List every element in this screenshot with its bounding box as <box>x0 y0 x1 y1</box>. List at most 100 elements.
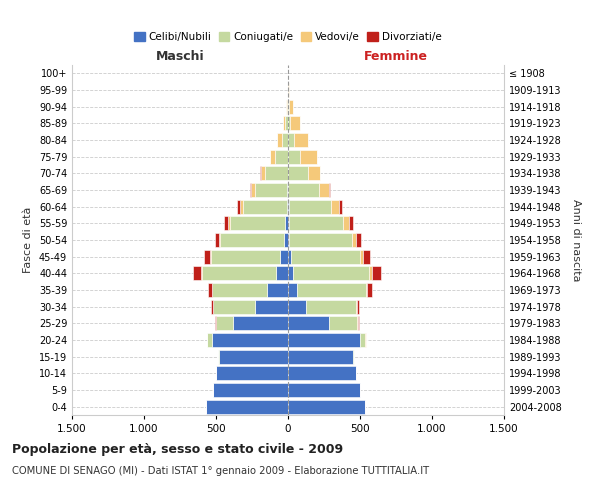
Bar <box>367 283 372 297</box>
Bar <box>343 216 349 230</box>
Bar <box>366 283 367 297</box>
Bar <box>331 200 339 214</box>
Bar <box>289 216 343 230</box>
Bar <box>288 383 360 397</box>
Bar <box>281 133 288 147</box>
Bar <box>220 233 284 247</box>
Bar <box>288 266 293 280</box>
Bar <box>371 266 380 280</box>
Bar <box>243 200 287 214</box>
Bar <box>224 216 227 230</box>
Bar <box>290 116 299 130</box>
Bar <box>233 316 288 330</box>
Bar <box>215 233 218 247</box>
Bar <box>213 383 288 397</box>
Bar <box>288 166 308 180</box>
Bar <box>212 333 288 347</box>
Bar <box>286 216 288 230</box>
Bar <box>288 350 353 364</box>
Bar <box>287 200 288 214</box>
Bar <box>280 250 288 264</box>
Bar <box>212 283 267 297</box>
Bar <box>288 83 289 97</box>
Bar <box>286 116 288 130</box>
Bar <box>201 266 202 280</box>
Bar <box>356 233 361 247</box>
Bar <box>267 283 288 297</box>
Bar <box>289 200 331 214</box>
Bar <box>364 250 370 264</box>
Bar <box>357 300 359 314</box>
Bar <box>288 183 319 197</box>
Bar <box>270 150 275 164</box>
Bar <box>370 266 371 280</box>
Bar <box>319 183 329 197</box>
Bar <box>288 366 356 380</box>
Text: Popolazione per età, sesso e stato civile - 2009: Popolazione per età, sesso e stato civil… <box>12 442 343 456</box>
Bar <box>288 216 289 230</box>
Bar <box>219 350 288 364</box>
Bar <box>329 316 357 330</box>
Bar <box>284 233 288 247</box>
Bar <box>308 166 320 180</box>
Bar <box>208 283 212 297</box>
Bar <box>283 116 286 130</box>
Bar <box>210 250 211 264</box>
Bar <box>288 283 298 297</box>
Bar <box>238 200 240 214</box>
Bar <box>356 300 357 314</box>
Bar <box>288 233 289 247</box>
Bar <box>205 250 210 264</box>
Bar <box>349 216 353 230</box>
Bar <box>255 183 287 197</box>
Bar <box>291 250 360 264</box>
Bar <box>286 100 287 114</box>
Bar <box>193 266 201 280</box>
Bar <box>358 316 359 330</box>
Bar <box>306 300 356 314</box>
Y-axis label: Anni di nascita: Anni di nascita <box>571 198 581 281</box>
Bar <box>360 250 364 264</box>
Bar <box>289 100 293 114</box>
Bar <box>339 200 341 214</box>
Text: COMUNE DI SENAGO (MI) - Dati ISTAT 1° gennaio 2009 - Elaborazione TUTTITALIA.IT: COMUNE DI SENAGO (MI) - Dati ISTAT 1° ge… <box>12 466 429 476</box>
Bar <box>216 316 233 330</box>
Bar <box>288 400 365 414</box>
Bar <box>276 266 288 280</box>
Bar <box>261 166 265 180</box>
Bar <box>215 316 216 330</box>
Bar <box>255 300 288 314</box>
Y-axis label: Fasce di età: Fasce di età <box>23 207 33 273</box>
Legend: Celibi/Nubili, Coniugati/e, Vedovi/e, Divorziati/e: Celibi/Nubili, Coniugati/e, Vedovi/e, Di… <box>132 30 444 44</box>
Text: Maschi: Maschi <box>155 50 205 64</box>
Bar <box>288 300 306 314</box>
Bar <box>206 400 288 414</box>
Bar <box>230 216 286 230</box>
Bar <box>288 116 290 130</box>
Bar <box>288 250 291 264</box>
Bar <box>288 333 360 347</box>
Bar <box>251 183 255 197</box>
Bar <box>218 350 219 364</box>
Bar <box>298 283 366 297</box>
Bar <box>293 266 370 280</box>
Bar <box>202 266 276 280</box>
Bar <box>211 250 280 264</box>
Bar <box>211 300 212 314</box>
Bar <box>265 166 287 180</box>
Bar <box>288 133 295 147</box>
Bar <box>288 150 300 164</box>
Bar <box>329 183 330 197</box>
Bar <box>288 316 329 330</box>
Text: Femmine: Femmine <box>364 50 428 64</box>
Bar <box>227 216 230 230</box>
Bar <box>275 150 288 164</box>
Bar <box>295 133 308 147</box>
Bar <box>218 233 220 247</box>
Bar <box>240 200 243 214</box>
Bar <box>260 166 261 180</box>
Bar <box>250 183 251 197</box>
Bar <box>300 150 317 164</box>
Bar <box>208 333 212 347</box>
Bar <box>277 133 281 147</box>
